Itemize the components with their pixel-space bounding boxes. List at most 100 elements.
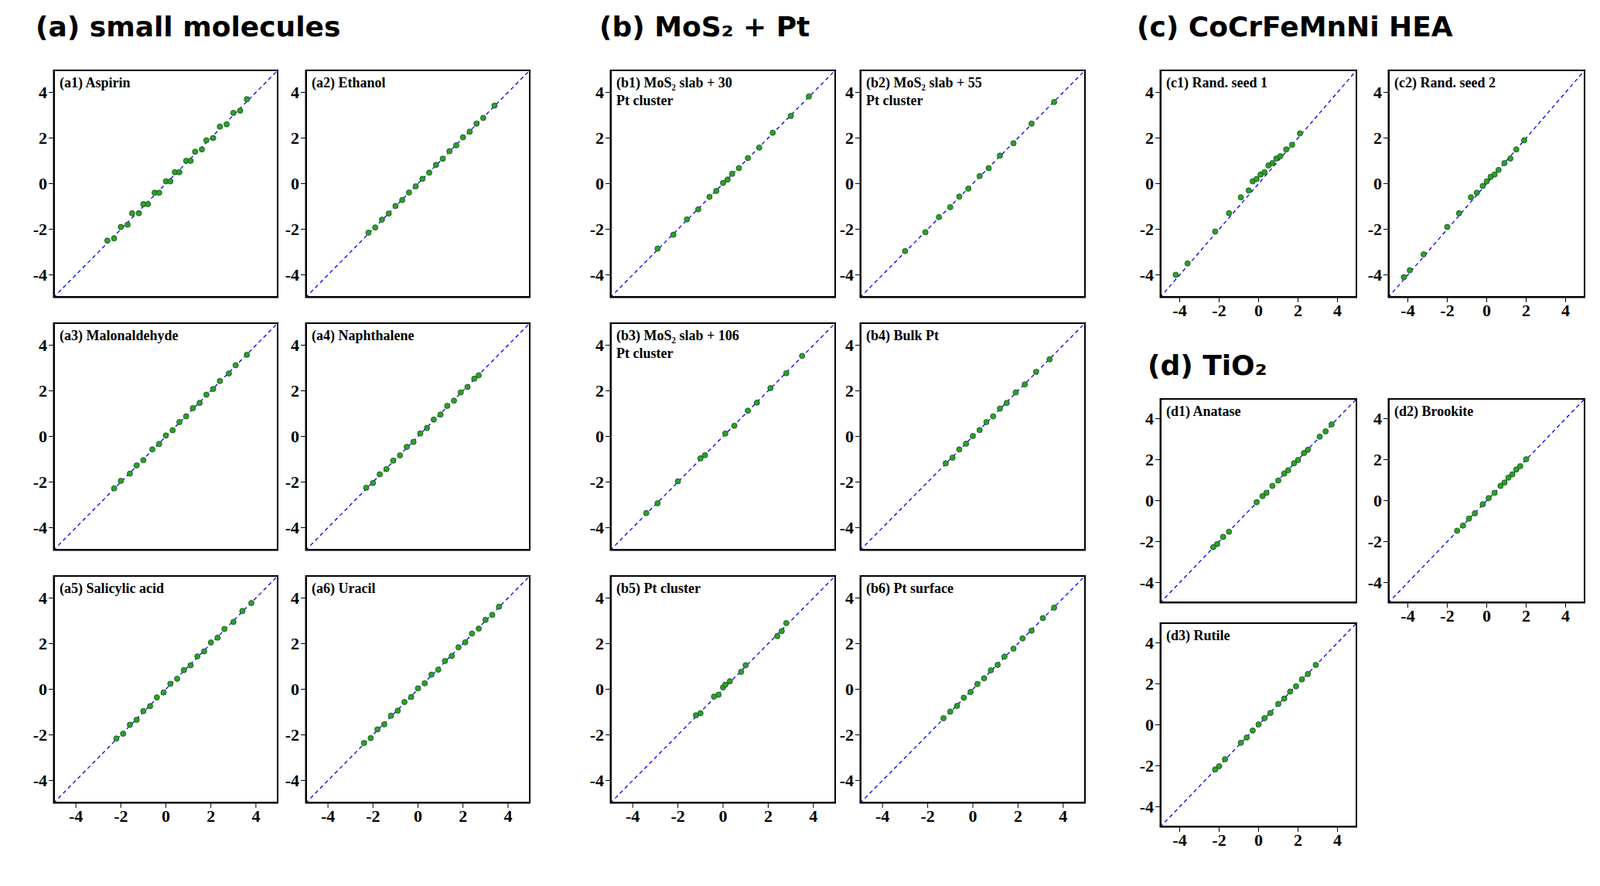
- svg-text:-2: -2: [590, 472, 604, 492]
- svg-text:-4: -4: [33, 771, 48, 791]
- svg-text:2: 2: [458, 806, 468, 826]
- svg-text:2: 2: [290, 128, 300, 148]
- svg-text:-2: -2: [285, 472, 300, 492]
- svg-text:0: 0: [968, 806, 978, 826]
- svg-text:4: 4: [1058, 806, 1068, 826]
- svg-text:-2: -2: [1368, 219, 1382, 239]
- svg-text:2: 2: [1293, 300, 1303, 321]
- svg-text:-4: -4: [1400, 606, 1415, 626]
- svg-text:-2: -2: [1439, 300, 1454, 321]
- svg-text:0: 0: [845, 426, 854, 447]
- svg-text:0: 0: [161, 806, 171, 826]
- svg-text:-2: -2: [33, 725, 48, 745]
- svg-text:-4: -4: [1368, 573, 1382, 593]
- svg-text:2: 2: [1521, 606, 1531, 626]
- svg-text:-4: -4: [1400, 300, 1415, 321]
- svg-text:2: 2: [1145, 674, 1154, 694]
- svg-text:-2: -2: [1439, 606, 1454, 626]
- svg-text:4: 4: [1145, 409, 1154, 429]
- svg-text:-4: -4: [1139, 797, 1154, 817]
- svg-text:-2: -2: [1139, 532, 1154, 552]
- svg-text:-2: -2: [920, 806, 935, 826]
- svg-text:-2: -2: [33, 219, 48, 239]
- svg-text:0: 0: [845, 173, 854, 194]
- svg-text:-4: -4: [625, 806, 640, 826]
- svg-text:-4: -4: [320, 806, 335, 826]
- svg-text:-4: -4: [1172, 300, 1187, 321]
- svg-text:0: 0: [1145, 173, 1154, 194]
- svg-text:2: 2: [290, 634, 300, 654]
- svg-text:0: 0: [1482, 300, 1491, 321]
- svg-text:-4: -4: [68, 806, 83, 826]
- svg-text:-2: -2: [365, 806, 380, 826]
- svg-text:4: 4: [1561, 606, 1570, 626]
- svg-text:-4: -4: [590, 265, 604, 285]
- svg-text:4: 4: [845, 335, 854, 355]
- svg-text:-2: -2: [839, 472, 854, 492]
- svg-text:4: 4: [290, 82, 300, 103]
- svg-text:0: 0: [38, 679, 48, 700]
- svg-text:-4: -4: [33, 518, 48, 538]
- svg-text:0: 0: [1373, 491, 1382, 511]
- svg-text:2: 2: [38, 634, 48, 654]
- svg-text:-2: -2: [33, 472, 48, 492]
- svg-text:2: 2: [38, 381, 48, 401]
- svg-text:-2: -2: [1211, 300, 1226, 321]
- svg-text:-4: -4: [285, 771, 300, 791]
- svg-text:2: 2: [38, 128, 48, 148]
- svg-text:4: 4: [503, 806, 512, 826]
- svg-text:2: 2: [1521, 300, 1531, 321]
- svg-text:2: 2: [290, 381, 300, 401]
- svg-text:2: 2: [845, 128, 854, 148]
- svg-text:0: 0: [290, 679, 300, 700]
- svg-text:-4: -4: [839, 771, 854, 791]
- svg-text:-4: -4: [590, 771, 604, 791]
- svg-text:4: 4: [290, 588, 300, 608]
- svg-text:0: 0: [1145, 491, 1154, 511]
- svg-text:4: 4: [38, 588, 48, 608]
- svg-text:-4: -4: [590, 518, 604, 538]
- svg-text:0: 0: [290, 173, 300, 194]
- svg-text:0: 0: [38, 173, 48, 194]
- svg-text:2: 2: [1373, 450, 1382, 470]
- svg-text:-4: -4: [1368, 265, 1382, 285]
- svg-text:-2: -2: [1139, 756, 1154, 776]
- svg-text:2: 2: [845, 634, 854, 654]
- svg-text:0: 0: [413, 806, 423, 826]
- svg-text:4: 4: [808, 806, 818, 826]
- svg-text:4: 4: [595, 588, 604, 608]
- svg-text:0: 0: [1482, 606, 1491, 626]
- svg-text:4: 4: [251, 806, 260, 826]
- svg-text:0: 0: [1145, 715, 1154, 735]
- svg-text:0: 0: [38, 426, 48, 447]
- svg-text:2: 2: [1145, 128, 1154, 148]
- svg-text:4: 4: [1145, 633, 1154, 653]
- svg-text:-2: -2: [670, 806, 685, 826]
- svg-text:-4: -4: [875, 806, 890, 826]
- svg-text:2: 2: [595, 128, 604, 148]
- svg-text:2: 2: [1373, 128, 1382, 148]
- svg-text:-4: -4: [33, 265, 48, 285]
- svg-text:4: 4: [1373, 82, 1382, 103]
- svg-text:0: 0: [1254, 300, 1263, 321]
- svg-text:4: 4: [38, 335, 48, 355]
- svg-text:-2: -2: [1211, 830, 1226, 850]
- svg-text:0: 0: [595, 679, 604, 700]
- svg-text:2: 2: [595, 634, 604, 654]
- svg-text:-2: -2: [839, 725, 854, 745]
- svg-text:-2: -2: [590, 219, 604, 239]
- svg-text:2: 2: [1293, 830, 1303, 850]
- svg-text:4: 4: [1145, 82, 1154, 103]
- svg-text:0: 0: [845, 679, 854, 700]
- svg-text:-2: -2: [1139, 219, 1154, 239]
- svg-text:4: 4: [290, 335, 300, 355]
- svg-text:-4: -4: [1172, 830, 1187, 850]
- svg-text:-2: -2: [285, 725, 300, 745]
- svg-text:-4: -4: [1139, 265, 1154, 285]
- svg-text:4: 4: [845, 588, 854, 608]
- svg-text:0: 0: [1373, 173, 1382, 194]
- svg-text:-2: -2: [1368, 532, 1382, 552]
- svg-text:0: 0: [595, 426, 604, 447]
- svg-text:0: 0: [595, 173, 604, 194]
- svg-text:2: 2: [1013, 806, 1023, 826]
